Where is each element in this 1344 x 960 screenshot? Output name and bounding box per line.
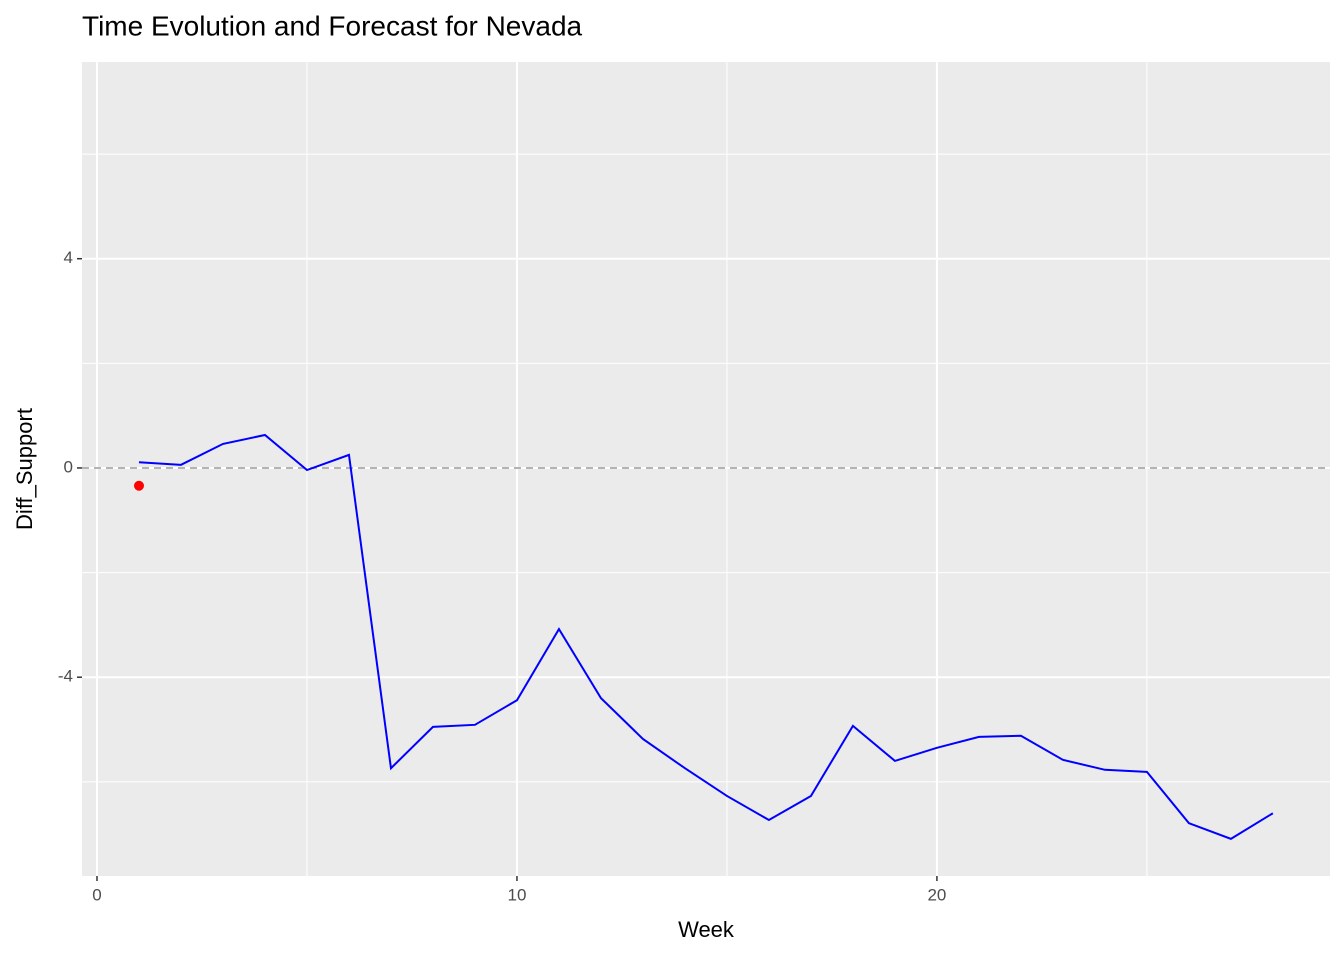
y-tick-label: 4 [64, 248, 73, 267]
point [133, 480, 144, 491]
x-tick-label: 20 [927, 885, 946, 904]
y-tick-label: -4 [58, 667, 73, 686]
x-axis-title: Week [678, 917, 735, 942]
y-axis-title: Diff_Support [12, 408, 37, 530]
x-tick-label: 0 [92, 885, 101, 904]
x-tick-label: 10 [507, 885, 526, 904]
plot-panel [82, 62, 1330, 876]
line [138, 433, 1274, 840]
chart-title: Time Evolution and Forecast for Nevada [82, 10, 583, 41]
y-tick-label: 0 [64, 457, 73, 476]
